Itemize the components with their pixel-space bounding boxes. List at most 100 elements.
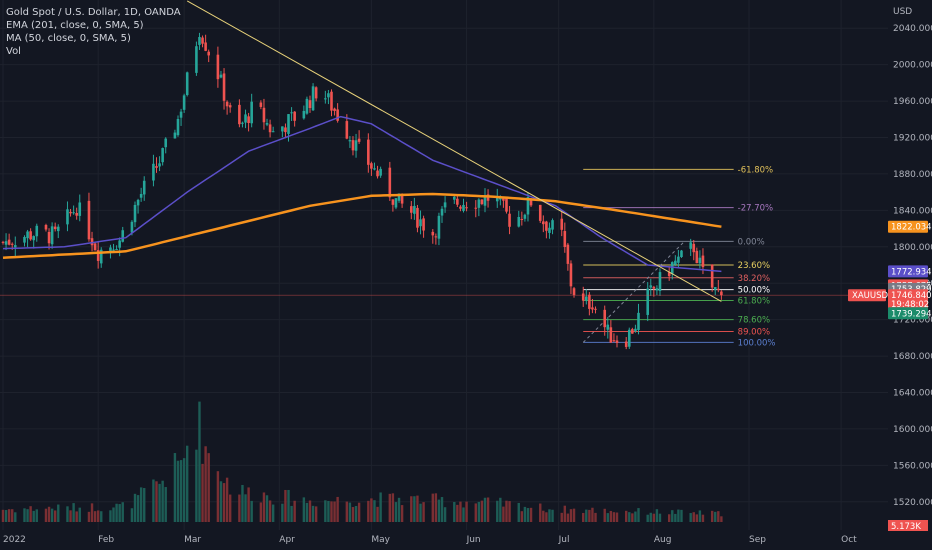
legend-volume[interactable]: Vol: [6, 46, 21, 57]
fibonacci-retracement[interactable]: -61.80% -27.70% 0.00% 23.60% 38.20% 50.00%61.…: [582, 165, 775, 348]
candle-body: [413, 205, 416, 214]
time-tick-label: Aug: [654, 535, 672, 545]
volume-bar: [569, 509, 573, 522]
candle-body: [7, 239, 11, 245]
volume-bar: [265, 495, 269, 522]
legend-ma[interactable]: MA (50, close, 0, SMA, 5): [6, 33, 131, 44]
volume-bar: [474, 503, 477, 522]
candle-body: [437, 215, 441, 239]
candle-body: [75, 212, 78, 216]
candle-body: [452, 196, 456, 200]
volume-bar: [228, 494, 232, 522]
volume-bar: [351, 507, 355, 522]
candle-body: [35, 225, 39, 237]
volume-bar: [216, 471, 220, 522]
volume-bar: [671, 510, 674, 522]
volume-bar: [410, 496, 413, 522]
legend-symbol[interactable]: Gold Spot / U.S. Dollar, 1D, OANDA: [6, 7, 181, 18]
candle-body: [373, 168, 376, 170]
volume-bar: [112, 507, 115, 522]
candle-body: [495, 196, 499, 202]
volume-bar: [155, 481, 158, 522]
candle-body: [419, 219, 422, 227]
volume-bar: [195, 449, 198, 522]
candle-body: [327, 93, 330, 98]
time-tick-label: Oct: [841, 535, 857, 545]
candlesticks: [1, 32, 723, 350]
candle-body: [228, 105, 232, 108]
candle-body: [219, 74, 223, 78]
volume-bar: [612, 512, 616, 522]
candle-body: [201, 37, 204, 44]
candle-body: [545, 221, 548, 231]
volume-bar: [440, 497, 444, 522]
candle-body: [581, 293, 585, 301]
price-tag-label: 1746.840: [891, 291, 932, 301]
candle-body: [609, 327, 613, 343]
candle-body: [692, 243, 696, 253]
candle-body: [720, 291, 723, 296]
volume-bar: [57, 504, 60, 522]
volume-bar: [345, 501, 349, 522]
candle-body: [637, 312, 640, 331]
candle-body: [569, 263, 573, 287]
candle-body: [333, 108, 336, 111]
volume-bar: [311, 505, 315, 522]
volume-bar: [302, 497, 306, 522]
time-tick-label: Sep: [749, 535, 766, 545]
candle-body: [133, 204, 137, 223]
candle-body: [594, 308, 597, 310]
volume-bar: [201, 463, 204, 522]
volume-bar: [496, 500, 499, 522]
volume-bar: [66, 506, 69, 522]
volume-bar: [667, 514, 671, 522]
volume-bar: [701, 514, 705, 522]
volume-bar: [572, 508, 576, 522]
volume-bar: [367, 500, 370, 522]
volume-bar: [225, 477, 229, 522]
candle-body: [566, 244, 570, 264]
candle-body: [431, 231, 435, 236]
candle-body: [548, 227, 551, 233]
candle-body: [416, 207, 419, 228]
volume-bar: [459, 501, 462, 522]
fib-level-label: -27.70%: [738, 204, 773, 214]
candle-body: [112, 249, 115, 251]
candle-body: [388, 167, 392, 198]
candle-body: [689, 242, 692, 249]
legend-ema[interactable]: EMA (201, close, 0, SMA, 5): [6, 20, 144, 31]
candle-body: [238, 104, 241, 125]
price-tick-label: 2040.000: [893, 24, 932, 34]
volume-bar: [271, 504, 275, 522]
volume-bar: [523, 506, 527, 522]
volume-bar: [483, 497, 487, 522]
fib-level-label: 0.00%: [738, 237, 765, 247]
candle-body: [308, 100, 312, 109]
time-axis[interactable]: 2022FebMarAprMayJunJulAugSepOctNovDec202…: [0, 530, 932, 550]
price-tick-label: 1560.000: [893, 461, 932, 471]
candle-body: [591, 307, 594, 310]
volume-bar: [333, 501, 336, 522]
volume-bar: [268, 500, 272, 522]
volume-bar: [548, 509, 551, 522]
candle-body: [397, 193, 401, 201]
volume-bar: [431, 493, 434, 522]
candle-body: [90, 238, 94, 246]
candle-body: [698, 257, 702, 264]
price-tick-label: 1680.000: [893, 352, 932, 362]
volume-bar: [649, 512, 652, 522]
price-tag-label: 1822.034: [891, 223, 932, 233]
candle-body: [585, 296, 588, 301]
candle-body: [572, 288, 576, 295]
volume-bar: [250, 500, 253, 522]
candle-body: [367, 139, 370, 165]
volume-bar: [14, 512, 17, 522]
candle-body: [198, 37, 201, 45]
volume-bar: [631, 513, 634, 522]
price-tag-box: [888, 220, 928, 233]
volume-bar: [588, 509, 591, 522]
volume-bar: [336, 496, 339, 522]
fib-level-label: 50.00%: [738, 286, 770, 296]
volume-bar: [606, 513, 609, 522]
